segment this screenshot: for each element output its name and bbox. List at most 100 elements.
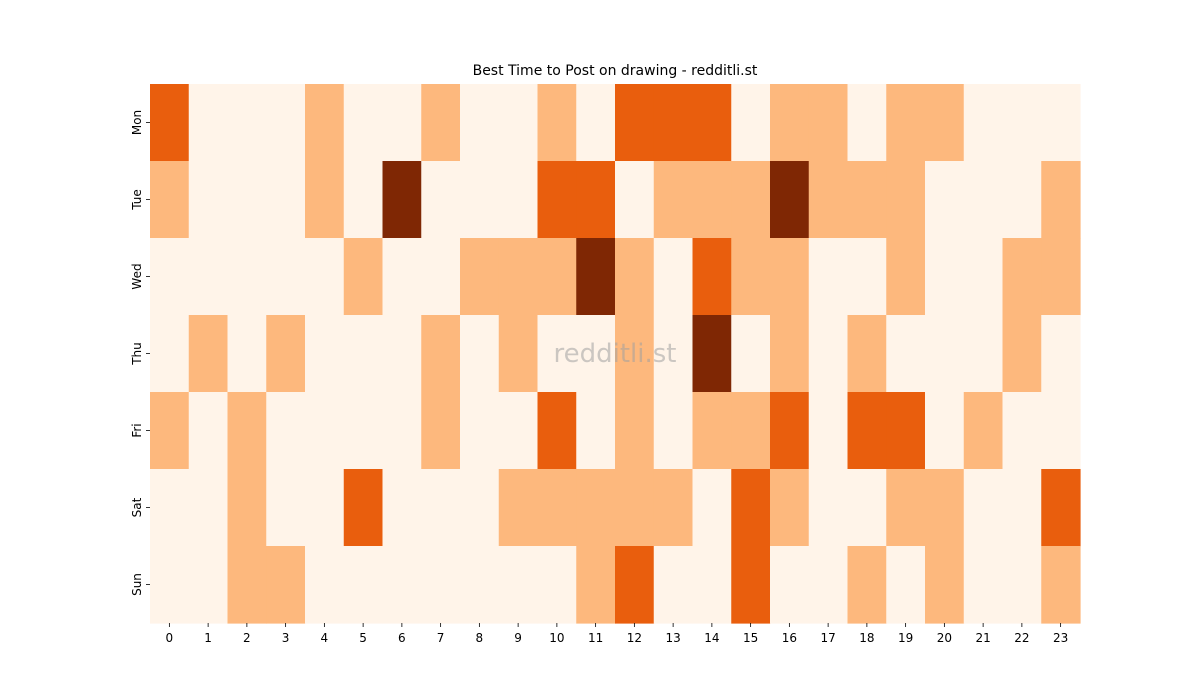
heatmap-cell-tue-6 [382,161,422,239]
heatmap-cell-thu-3 [266,315,306,393]
y-tick-label-sat: Sat [130,497,144,517]
heatmap-cell-sun-9 [498,546,539,624]
x-tick-label-8: 8 [476,631,484,645]
heatmap-cell-fri-20 [925,392,965,470]
y-axis: Mon Tue Wed Thu Fri Sat Sun [130,110,150,596]
heatmap-cell-sun-22 [1002,546,1042,624]
heatmap-cell-tue-3 [266,161,306,239]
heatmap-cell-sun-15 [731,546,771,624]
heatmap-cell-wed-17 [808,238,849,316]
heatmap-cell-fri-3 [266,392,306,470]
heatmap-cell-fri-11 [576,392,616,470]
heatmap-cell-sun-5 [343,546,384,624]
heatmap-cell-tue-0 [150,161,190,239]
heatmap-cell-sat-21 [963,469,1004,547]
heatmap-cell-thu-8 [460,315,500,393]
heatmap-cell-tue-17 [808,161,849,239]
heatmap-cell-tue-22 [1002,161,1042,239]
heatmap-cell-wed-13 [653,238,694,316]
heatmap-cell-sat-16 [770,469,810,547]
heatmap-cell-wed-1 [188,238,229,316]
heatmap-cell-tue-7 [421,161,461,239]
heatmap-cell-wed-10 [537,238,577,316]
heatmap-cell-fri-4 [305,392,345,470]
heatmap-cell-wed-3 [266,238,306,316]
heatmap-cell-fri-22 [1002,392,1042,470]
heatmap-cell-sat-5 [343,469,384,547]
y-tick-label-fri: Fri [130,423,144,437]
heatmap-cell-thu-6 [382,315,422,393]
heatmap-cell-sun-12 [615,546,655,624]
x-tick-label-5: 5 [359,631,367,645]
x-tick-label-14: 14 [704,631,719,645]
heatmap-cell-wed-15 [731,238,771,316]
x-tick-label-6: 6 [398,631,406,645]
heatmap-cell-thu-7 [421,315,461,393]
heatmap-cell-mon-19 [886,84,926,162]
heatmap-cell-sat-0 [150,469,190,547]
x-tick-label-7: 7 [437,631,445,645]
heatmap-cell-tue-10 [537,161,577,239]
heatmap-cell-mon-18 [847,84,887,162]
heatmap-cell-sat-8 [460,469,500,547]
x-tick-label-19: 19 [898,631,913,645]
heatmap-cell-sun-20 [925,546,965,624]
heatmap-cell-thu-13 [653,315,694,393]
heatmap-cell-fri-19 [886,392,926,470]
x-tick-label-13: 13 [665,631,680,645]
heatmap-cell-tue-9 [498,161,539,239]
heatmap-cell-sun-8 [460,546,500,624]
heatmap-cell-thu-18 [847,315,887,393]
heatmap-cell-sun-23 [1041,546,1081,624]
heatmap-cell-fri-14 [692,392,732,470]
heatmap-cell-sat-14 [692,469,732,547]
heatmap-cell-mon-6 [382,84,422,162]
heatmap-cell-tue-4 [305,161,345,239]
heatmap-cell-wed-16 [770,238,810,316]
heatmap-cell-sun-4 [305,546,345,624]
x-tick-label-21: 21 [975,631,990,645]
heatmap-cell-wed-2 [227,238,267,316]
heatmap-cell-thu-5 [343,315,384,393]
x-tick-label-1: 1 [204,631,212,645]
heatmap-cell-tue-12 [615,161,655,239]
heatmap-cell-wed-23 [1041,238,1081,316]
heatmap-cell-tue-13 [653,161,694,239]
heatmap-cell-sat-10 [537,469,577,547]
heatmap-cell-thu-14 [692,315,732,393]
watermark: redditli.st [554,339,677,369]
heatmap-cell-sat-20 [925,469,965,547]
x-tick-label-23: 23 [1053,631,1068,645]
heatmap-cell-thu-23 [1041,315,1081,393]
heatmap-cell-sat-9 [498,469,539,547]
heatmap-cell-sat-15 [731,469,771,547]
heatmap-cell-sun-11 [576,546,616,624]
heatmap-cell-fri-13 [653,392,694,470]
heatmap-cell-mon-23 [1041,84,1081,162]
x-tick-label-4: 4 [321,631,329,645]
heatmap-cell-fri-21 [963,392,1004,470]
heatmap-cell-fri-2 [227,392,267,470]
x-tick-label-9: 9 [514,631,522,645]
heatmap-cell-sat-19 [886,469,926,547]
heatmap-cell-wed-14 [692,238,732,316]
heatmap-cell-sat-17 [808,469,849,547]
heatmap-cell-thu-17 [808,315,849,393]
heatmap-cell-mon-10 [537,84,577,162]
heatmap-cell-mon-9 [498,84,539,162]
heatmap-cell-thu-21 [963,315,1004,393]
x-tick-label-20: 20 [937,631,952,645]
heatmap-cell-mon-17 [808,84,849,162]
heatmap-cell-mon-5 [343,84,384,162]
x-tick-label-18: 18 [859,631,874,645]
heatmap-cell-sun-1 [188,546,229,624]
heatmap-cell-thu-1 [188,315,229,393]
heatmap-cell-sat-18 [847,469,887,547]
heatmap-cell-sat-23 [1041,469,1081,547]
heatmap-cell-tue-23 [1041,161,1081,239]
heatmap-cell-sat-2 [227,469,267,547]
heatmap-cell-sun-2 [227,546,267,624]
y-tick-label-tue: Tue [130,189,144,211]
heatmap-cell-wed-19 [886,238,926,316]
